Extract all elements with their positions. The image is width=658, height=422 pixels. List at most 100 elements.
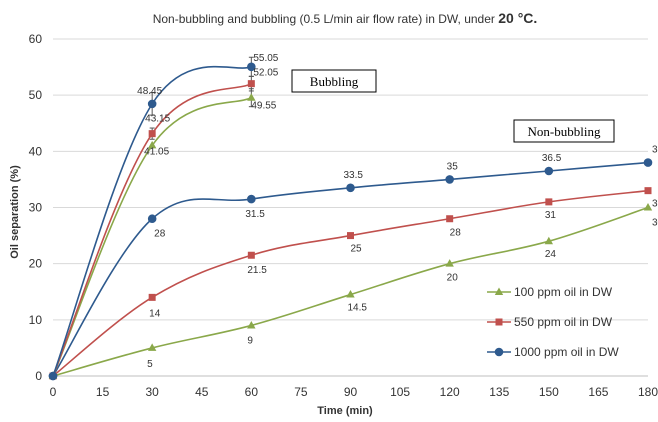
data-point-circle <box>247 62 256 72</box>
data-point-triangle <box>247 320 256 329</box>
data-label: 9 <box>247 335 253 346</box>
data-point-square <box>644 187 652 195</box>
chart-title: Non-bubbling and bubbling (0.5 L/min air… <box>153 10 538 26</box>
x-tick-label: 30 <box>145 385 159 399</box>
data-label: 28 <box>450 228 462 239</box>
x-tick-label: 90 <box>344 385 358 399</box>
x-axis-label: Time (min) <box>317 405 373 417</box>
legend-label: 550 ppm oil in DW <box>514 315 613 329</box>
data-labels: 5 9 14.5 20 24 30 14 21.5 25 28 31 33 28 31.5 33.5 35 36… <box>137 53 658 370</box>
data-point-circle <box>247 194 256 204</box>
x-tick-label: 105 <box>390 385 410 399</box>
x-tick-label: 135 <box>489 385 509 399</box>
data-label: 41.05 <box>144 146 169 157</box>
data-point-triangle <box>247 93 256 101</box>
data-label: 55.05 <box>253 53 278 64</box>
series-line <box>52 82 252 377</box>
x-tick-label: 180 <box>638 385 658 399</box>
legend-item: 550 ppm oil in DW <box>487 315 613 329</box>
data-label: 49.55 <box>251 101 276 112</box>
x-tick-label: 15 <box>96 385 110 399</box>
series-5 <box>48 62 256 381</box>
data-point-triangle <box>147 140 157 149</box>
y-tick-label: 50 <box>29 88 43 102</box>
y-axis-label: Oil separation (%) <box>9 165 21 259</box>
data-label: 24 <box>545 249 557 260</box>
data-label: 14 <box>149 308 161 319</box>
data-label: 14.5 <box>348 303 368 314</box>
series-line <box>52 161 649 377</box>
series-4 <box>49 80 255 380</box>
data-label: 38 <box>652 145 658 156</box>
y-tick-label: 60 <box>29 32 43 46</box>
series-line <box>52 65 252 377</box>
chart-title-temp: 20 °C <box>498 10 533 26</box>
annotations: Bubbling Non-bubbling <box>291 69 615 143</box>
x-tick-label: 0 <box>50 385 57 399</box>
data-label: 28 <box>154 229 166 240</box>
data-point-square <box>446 215 454 223</box>
data-point-square <box>148 293 156 301</box>
legend: 100 ppm oil in DW 550 ppm oil in DW 1000 p… <box>487 285 619 359</box>
series-0 <box>48 203 653 379</box>
annotation-text: Bubbling <box>310 74 359 89</box>
y-tick-label: 10 <box>29 313 43 327</box>
data-label: 52.05 <box>253 68 278 79</box>
data-label: 20 <box>447 273 459 284</box>
x-tick-label: 75 <box>294 385 308 399</box>
x-tick-label: 150 <box>539 385 559 399</box>
annotation-frame <box>513 119 615 143</box>
legend-label: 1000 ppm oil in DW <box>514 345 619 359</box>
annotation-text: Non-bubbling <box>528 124 601 139</box>
chart-title-main: Non-bubbling and bubbling (0.5 L/min air… <box>153 12 499 26</box>
data-point-circle <box>643 158 653 167</box>
chart-title-end: . <box>533 10 537 26</box>
data-label: 33 <box>652 199 658 210</box>
series-2 <box>48 158 653 381</box>
data-point-square <box>495 318 503 326</box>
data-point-square <box>545 198 553 206</box>
data-point-triangle <box>147 343 157 351</box>
annotation-box: Bubbling <box>291 69 377 93</box>
legend-label: 100 ppm oil in DW <box>514 285 613 299</box>
data-label: 30 <box>652 218 658 229</box>
error-bars <box>149 56 254 140</box>
data-point-circle <box>48 371 58 381</box>
x-tick-label: 120 <box>440 385 460 399</box>
y-tick-label: 30 <box>29 201 43 215</box>
data-point-circle <box>147 99 157 109</box>
data-label: 25 <box>351 244 363 255</box>
data-point-triangle <box>445 259 454 267</box>
y-tick-label: 40 <box>29 144 43 158</box>
data-point-square <box>148 130 156 138</box>
data-label: 35 <box>447 161 459 172</box>
data-label: 31.5 <box>245 209 265 220</box>
data-label: 33.5 <box>344 170 364 181</box>
y-tick-label: 0 <box>35 369 42 383</box>
x-tick-label: 60 <box>245 385 259 399</box>
legend-item: 100 ppm oil in DW <box>487 285 613 299</box>
data-point-circle <box>346 183 355 193</box>
x-tick-label: 45 <box>195 385 209 399</box>
x-tick-label: 165 <box>588 385 608 399</box>
data-point-square <box>247 80 255 88</box>
y-tick-label: 20 <box>29 257 43 271</box>
data-label: 43.15 <box>145 114 170 125</box>
data-point-triangle <box>643 203 653 211</box>
data-point-circle <box>445 175 454 184</box>
data-label: 21.5 <box>247 265 267 276</box>
data-point-triangle <box>346 290 355 298</box>
data-point-circle <box>544 166 554 176</box>
data-point-square <box>247 251 255 259</box>
data-point-circle <box>147 214 157 224</box>
data-point-triangle <box>544 236 554 245</box>
series-layer <box>48 56 653 381</box>
legend-item: 1000 ppm oil in DW <box>487 345 619 359</box>
data-point-circle <box>494 347 504 357</box>
annotation-frame <box>291 69 377 93</box>
data-point-square <box>347 232 354 240</box>
data-label: 36.5 <box>542 153 562 164</box>
series-line <box>52 96 252 377</box>
data-point-triangle <box>494 287 504 295</box>
